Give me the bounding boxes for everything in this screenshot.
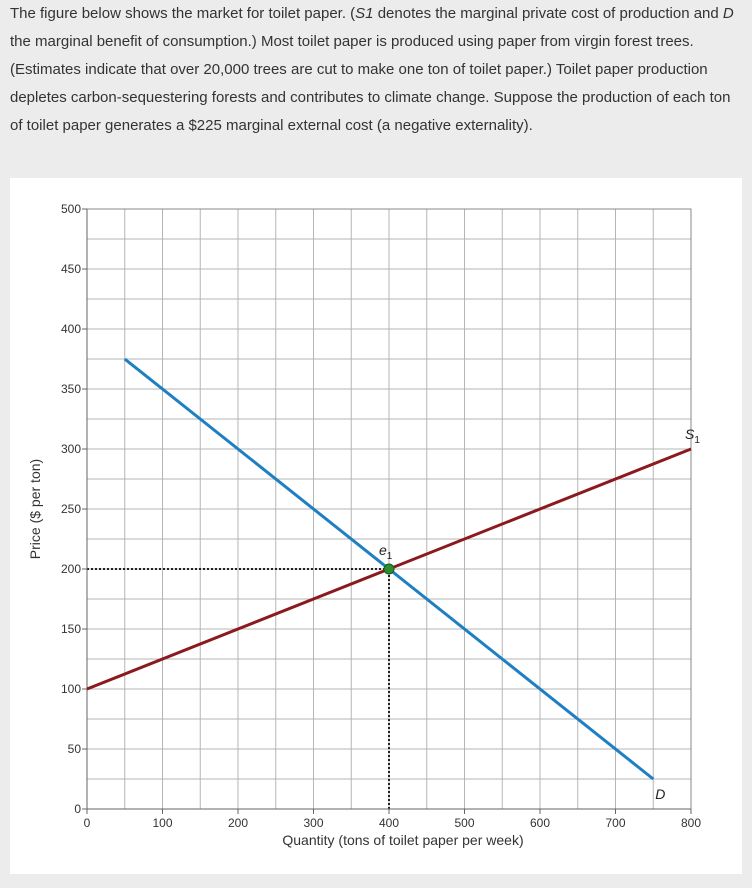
axes: 0 100 200 300 400 500 600 700 800 0 50 100 150 200 250…	[61, 202, 701, 830]
curve-label-main: S	[685, 426, 695, 442]
equilibrium-point	[383, 563, 395, 575]
curve-label-main: D	[655, 786, 665, 802]
curve-label-s1: S1	[685, 426, 700, 446]
question-segment: denotes the marginal private cost of pro…	[373, 5, 723, 22]
x-tick-label: 0	[84, 816, 91, 830]
market-chart: 0 100 200 300 400 500 600 700 800 0 50 100 150 200 250…	[27, 202, 701, 848]
x-tick-label: 600	[530, 816, 550, 830]
y-tick-label: 0	[74, 802, 81, 816]
equilibrium-label: e1	[379, 542, 393, 562]
y-tick-label: 250	[61, 502, 81, 516]
curve-label-d: D	[655, 786, 665, 802]
question-segment: The figure below shows the market for to…	[10, 5, 356, 22]
figure-panel: 0 100 200 300 400 500 600 700 800 0 50 100 150 200 250…	[10, 178, 742, 874]
y-axis-title: Price ($ per ton)	[27, 459, 43, 559]
y-tick-label: 50	[68, 742, 82, 756]
y-tick-label: 200	[61, 562, 81, 576]
y-tick-label: 500	[61, 202, 81, 216]
question-segment: S1	[355, 5, 374, 22]
y-tick-label: 400	[61, 322, 81, 336]
x-tick-label: 400	[379, 816, 399, 830]
y-tick-label: 300	[61, 442, 81, 456]
x-tick-label: 700	[605, 816, 625, 830]
x-tick-label: 500	[454, 816, 474, 830]
question-segment: D	[722, 5, 734, 22]
x-tick-label: 200	[228, 816, 248, 830]
equilibrium-points	[383, 563, 395, 575]
question-segment: the marginal benefit of consumption.) Mo…	[10, 33, 731, 134]
question-prompt: The figure below shows the market for to…	[0, 0, 752, 168]
x-tick-label: 800	[681, 816, 701, 830]
x-tick-label: 300	[303, 816, 323, 830]
y-tick-label: 150	[61, 622, 81, 636]
equilibrium-label-main: e	[379, 542, 387, 558]
equilibrium-guides	[87, 568, 390, 809]
x-axis-title: Quantity (tons of toilet paper per week)	[282, 832, 523, 848]
equilibrium-label-subscript: 1	[387, 551, 393, 562]
y-tick-label: 450	[61, 262, 81, 276]
y-tick-label: 100	[61, 682, 81, 696]
x-tick-label: 100	[152, 816, 172, 830]
curve-label-subscript: 1	[694, 435, 700, 446]
labels: Quantity (tons of toilet paper per week)…	[27, 426, 700, 848]
y-tick-label: 350	[61, 382, 81, 396]
question-text: The figure below shows the market for to…	[0, 0, 752, 140]
